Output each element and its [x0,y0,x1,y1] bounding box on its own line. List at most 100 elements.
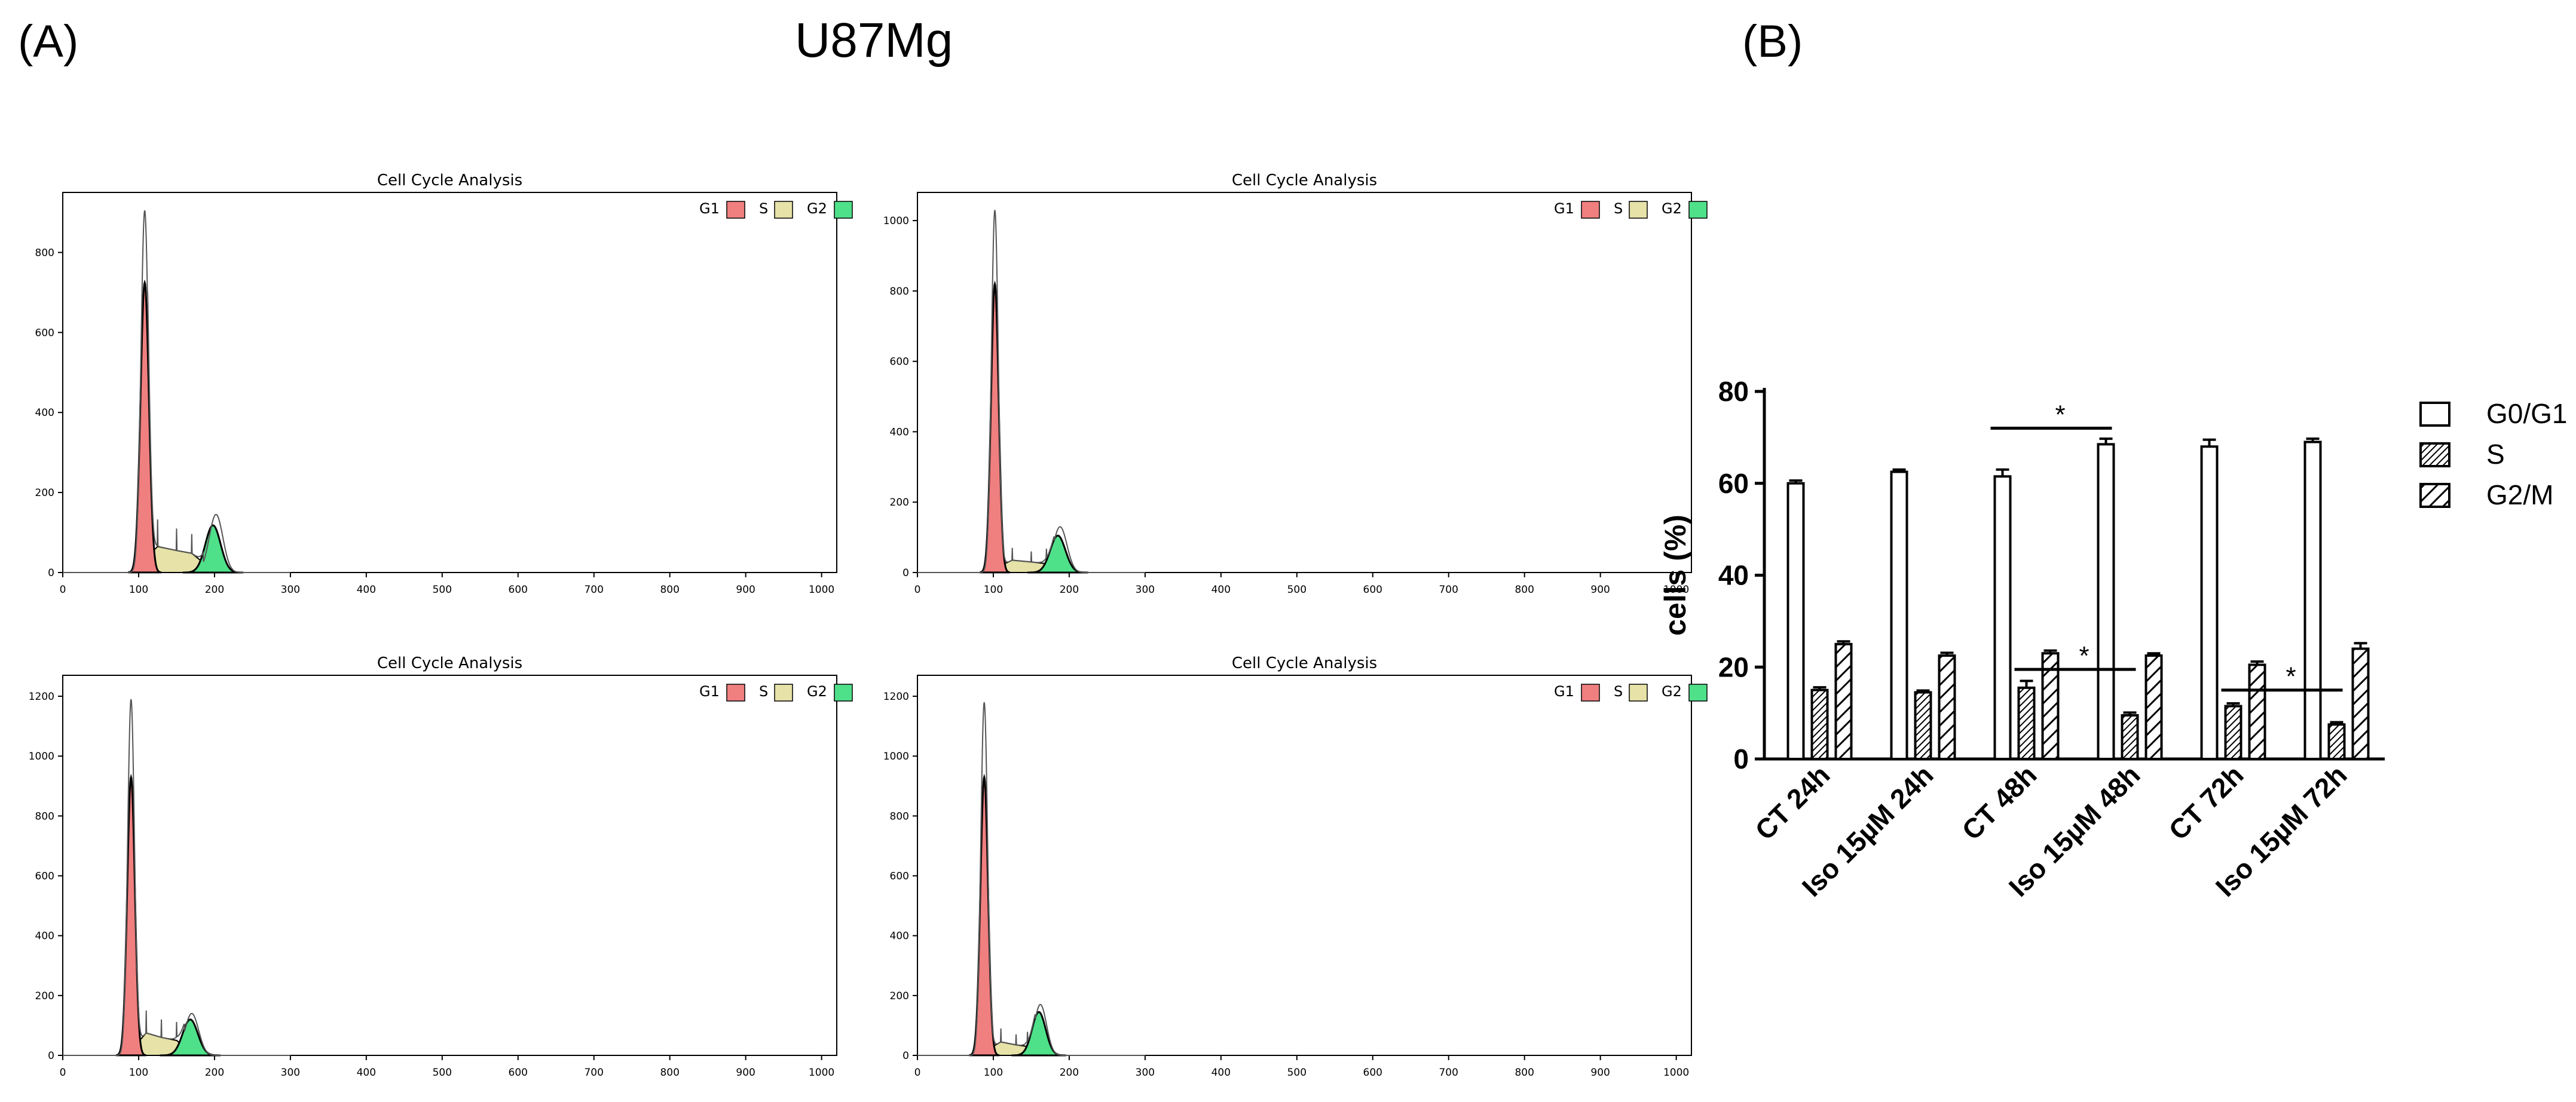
legend-swatch-g2 [834,684,853,702]
x-tick-label: 1000 [809,584,834,596]
bar-g0g1-0 [1786,482,1805,760]
x-tick-label: 1000 [1663,1067,1689,1079]
legend-swatch-g2 [834,201,853,219]
x-tick-label: 100 [984,584,1003,596]
bar-g0g1-3 [2097,443,2115,760]
histogram-title: Cell Cycle Analysis [377,654,522,672]
x-tick-label: 0 [60,584,66,596]
y-tick-label: 800 [35,247,54,259]
x-tick-label: 700 [1439,584,1458,596]
legend-label-g2: G2 [1662,683,1682,700]
x-tick-label: 800 [1515,584,1534,596]
bar-g2m-4 [2248,663,2266,760]
legend-swatch-2 [2419,483,2450,508]
x-tick-label: 600 [1363,584,1382,596]
legend-label-g2: G2 [1662,200,1682,217]
raw-histogram-line [917,702,1145,1056]
main-title: U87Mg [795,13,953,68]
y-axis-label: cells (%) [1659,515,1692,636]
y-tick-label: 200 [35,487,54,499]
plot-frame [62,675,837,1056]
bar-s-5 [2327,723,2346,760]
histogram-panels: Cell Cycle Analysis 0 100 200 300 400 500 600 70… [29,172,1708,1079]
raw-histogram-line [63,699,290,1056]
x-tick-label: 100 [129,1067,148,1079]
histogram-title: Cell Cycle Analysis [377,172,522,189]
x-tick-label: 300 [281,1067,300,1079]
y-tick-label: 600 [35,327,54,339]
y-tick-label: 800 [35,810,54,822]
y-tick-label: 400 [890,426,909,438]
legend-label-g1: G1 [699,200,720,217]
bar-g2m-5 [2351,647,2370,760]
legend-label-g1: G1 [1554,683,1574,700]
x-tick-label: 300 [1136,1067,1155,1079]
bar-g0g1-4 [2200,445,2219,760]
y-tick-label: 600 [35,871,54,883]
panel-a-label: (A) [18,16,78,67]
legend-swatch-s [774,201,793,219]
legend-swatch-s [1629,201,1648,219]
x-tick-label: 700 [1439,1067,1458,1079]
panel-b-label: (B) [1742,16,1803,67]
x-tick-label: 1000 [809,1067,834,1079]
x-tick-label: 900 [736,584,755,596]
x-tick-label: 300 [281,584,300,596]
y-tick-label: 200 [890,990,909,1002]
legend-label: G2/M [2486,479,2553,510]
y-tick-label: 1200 [883,691,909,703]
legend-label-g1: G1 [1554,200,1574,217]
legend-swatch-g2 [1688,684,1708,702]
x-tick-label: 600 [1363,1067,1382,1079]
plot-frame [917,192,1692,573]
raw-histogram-line [63,210,290,573]
bar-g0g1-2 [1993,475,2012,760]
g1-phase-peak [115,773,146,1057]
category-label: CT 48h [1956,759,2042,846]
bar-s-3 [2121,714,2139,760]
x-tick-label: 700 [584,1067,603,1079]
y-tick-label: 600 [890,356,909,368]
x-tick-label: 0 [914,584,921,596]
x-tick-label: 0 [60,1067,66,1079]
y-tick-label: 0 [902,1050,909,1062]
y-tick-label: 60 [1718,468,1749,499]
y-tick-label: 1000 [29,751,54,763]
bar-g2m-0 [1834,642,1853,760]
g2-phase-peak [182,524,244,574]
g1-phase-peak [969,773,1000,1057]
bar-g0g1-1 [1890,470,1908,760]
bar-s-4 [2224,705,2242,760]
legend-label: G0/G1 [2486,398,2568,429]
y-tick-label: 0 [902,567,909,579]
y-tick-label: 400 [35,930,54,942]
y-tick-label: 400 [35,407,54,419]
x-tick-label: 400 [1211,584,1231,596]
x-tick-label: 800 [1515,1067,1534,1079]
x-tick-label: 100 [129,584,148,596]
x-tick-label: 500 [1287,584,1307,596]
histogram-title: Cell Cycle Analysis [1232,172,1377,189]
x-tick-label: 700 [584,584,603,596]
category-label: CT 72h [2162,759,2249,846]
legend-label-s: S [1614,200,1623,217]
histogram-bottom-left: Cell Cycle Analysis 0 100 200 300 400 500 600 70… [29,654,853,1079]
x-tick-label: 500 [1287,1067,1307,1079]
legend-swatch-s [1629,684,1648,702]
x-tick-label: 400 [357,584,376,596]
y-tick-label: 1000 [883,751,909,763]
significance-star: * [2079,641,2089,671]
legend-swatch-g1 [1581,201,1600,219]
g1-phase-peak [979,280,1011,574]
legend-swatch-g1 [1581,684,1600,702]
y-tick-label: 40 [1718,560,1749,591]
histogram-title: Cell Cycle Analysis [1232,654,1377,672]
plot-frame [62,192,837,573]
y-tick-label: 1000 [883,215,909,227]
x-tick-label: 400 [357,1067,376,1079]
bar-g2m-3 [2144,654,2163,760]
y-tick-label: 200 [35,990,54,1002]
legend-swatch-g2 [1688,201,1708,219]
